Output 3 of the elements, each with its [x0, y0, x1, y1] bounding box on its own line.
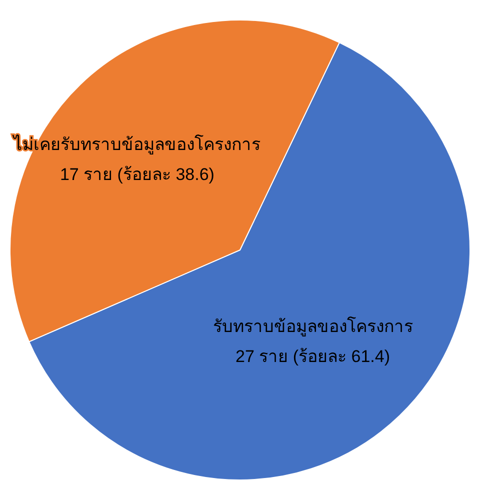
data-label: 27 ราย (ร้อยละ 61.4): [236, 347, 390, 366]
slice-label: รับทราบข้อมูลของโครงการ: [212, 316, 413, 338]
data-label: 17 ราย (ร้อยละ 38.6): [60, 164, 214, 184]
